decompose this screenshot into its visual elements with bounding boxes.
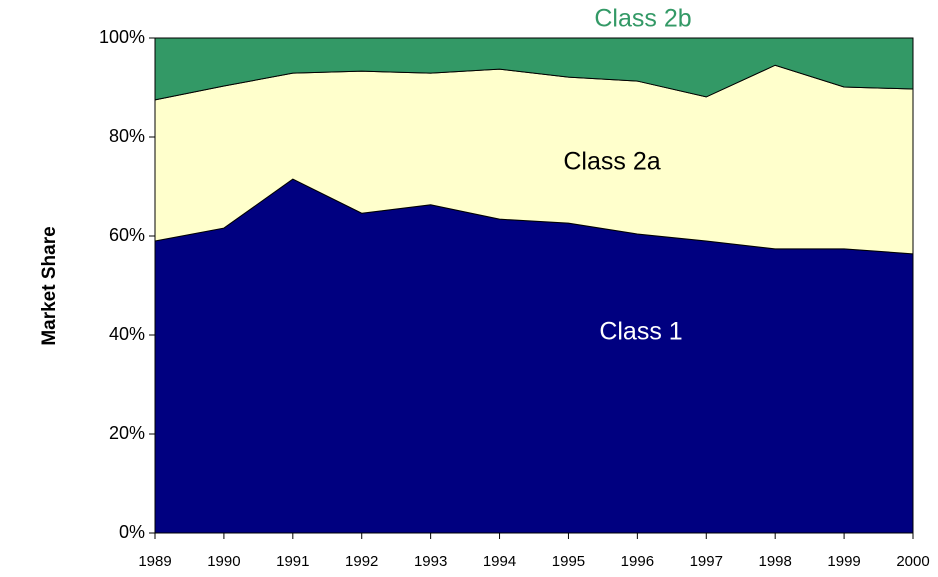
y-tick-label: 60% (109, 225, 145, 245)
y-axis-label: Market Share (39, 226, 60, 345)
x-tick-label: 1996 (621, 553, 654, 570)
x-tick-label: 1997 (690, 553, 723, 570)
x-tick-label: 1998 (758, 553, 791, 570)
x-tick-label: 1999 (827, 553, 860, 570)
y-tick-label: 0% (119, 522, 145, 542)
x-tick-label: 1992 (345, 553, 378, 570)
x-tick-label: 1993 (414, 553, 447, 570)
y-tick-label: 80% (109, 126, 145, 146)
x-tick-label: 1995 (552, 553, 585, 570)
series-label: Class 2b (594, 5, 691, 33)
y-tick-label: 100% (99, 27, 145, 47)
series-label: Class 1 (599, 318, 682, 346)
x-tick-label: 1989 (138, 553, 171, 570)
series-label: Class 2a (563, 148, 660, 176)
area (154, 37, 914, 101)
y-tick-label: 40% (109, 324, 145, 344)
x-tick-label: 1991 (276, 553, 309, 570)
x-tick-label: 1990 (207, 553, 240, 570)
x-tick-label: 1994 (483, 553, 516, 570)
y-tick-label: 20% (109, 423, 145, 443)
x-tick-label: 2000 (896, 553, 929, 570)
